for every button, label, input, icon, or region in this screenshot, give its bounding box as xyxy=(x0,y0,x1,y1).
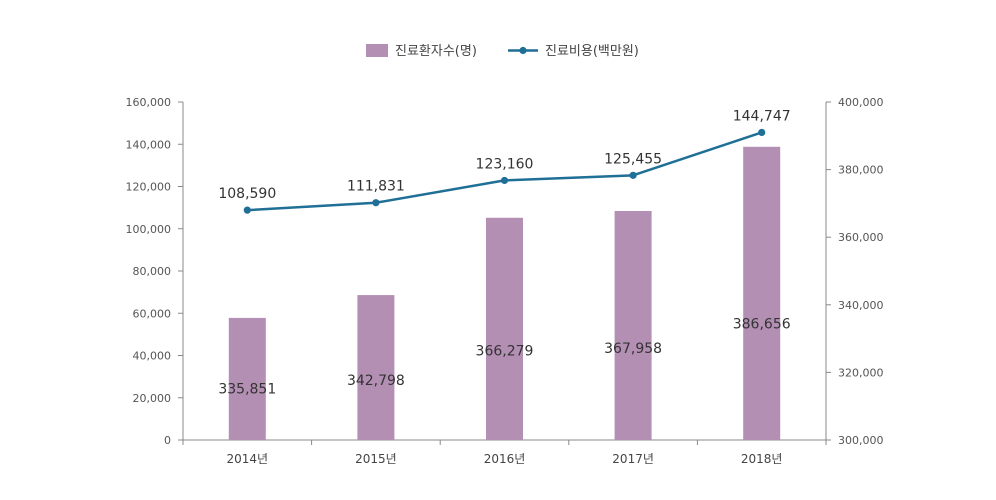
left-axis-tick-label: 0 xyxy=(164,434,171,447)
bar-data-label: 367,958 xyxy=(604,341,662,357)
x-axis-category-label: 2014년 xyxy=(227,452,269,466)
line-data-label: 123,160 xyxy=(476,156,534,172)
line-point xyxy=(629,171,637,179)
line-point xyxy=(500,176,509,185)
left-axis-tick-label: 40,000 xyxy=(133,350,172,363)
x-axis-category-label: 2015년 xyxy=(355,452,397,466)
line-point xyxy=(243,206,251,214)
legend-bar-swatch xyxy=(366,44,388,57)
right-axis-tick-label: 320,000 xyxy=(838,366,884,379)
x-axis-category-label: 2016년 xyxy=(484,452,526,466)
line-point xyxy=(758,128,766,137)
right-axis-tick-label: 380,000 xyxy=(838,164,884,177)
line-data-label: 108,590 xyxy=(218,186,276,202)
left-axis-tick-label: 60,000 xyxy=(133,307,172,320)
line-data-label: 144,747 xyxy=(733,108,791,124)
left-axis-tick-label: 120,000 xyxy=(126,181,172,194)
right-axis-tick-label: 300,000 xyxy=(838,434,884,447)
line-data-label: 125,455 xyxy=(604,151,662,167)
legend-line-label: 진료비용(백만원) xyxy=(545,44,639,59)
right-axis-tick-label: 360,000 xyxy=(838,231,884,244)
x-axis-category-label: 2017년 xyxy=(612,452,654,466)
right-axis-tick-label: 400,000 xyxy=(838,96,884,109)
legend-bar-label: 진료환자수(명) xyxy=(395,44,477,59)
line-point xyxy=(372,199,380,207)
bar xyxy=(614,211,652,440)
line-data-label: 111,831 xyxy=(347,179,405,195)
bar-data-label: 386,656 xyxy=(733,317,791,333)
right-axis-tick-label: 340,000 xyxy=(838,299,884,312)
left-axis-tick-label: 160,000 xyxy=(126,96,172,109)
bar-data-label: 342,798 xyxy=(347,373,405,389)
bar-data-label: 335,851 xyxy=(218,382,276,398)
bar xyxy=(743,146,781,440)
bar xyxy=(486,217,523,440)
bar xyxy=(228,317,266,440)
bar xyxy=(357,295,395,440)
legend-line-marker xyxy=(519,46,527,55)
left-axis-tick-label: 80,000 xyxy=(133,265,172,278)
left-axis-tick-label: 140,000 xyxy=(126,138,172,151)
left-axis-tick-label: 100,000 xyxy=(126,223,172,236)
x-axis-category-label: 2018년 xyxy=(741,452,783,466)
left-axis-tick-label: 20,000 xyxy=(133,392,172,405)
bar-data-label: 366,279 xyxy=(476,344,534,360)
